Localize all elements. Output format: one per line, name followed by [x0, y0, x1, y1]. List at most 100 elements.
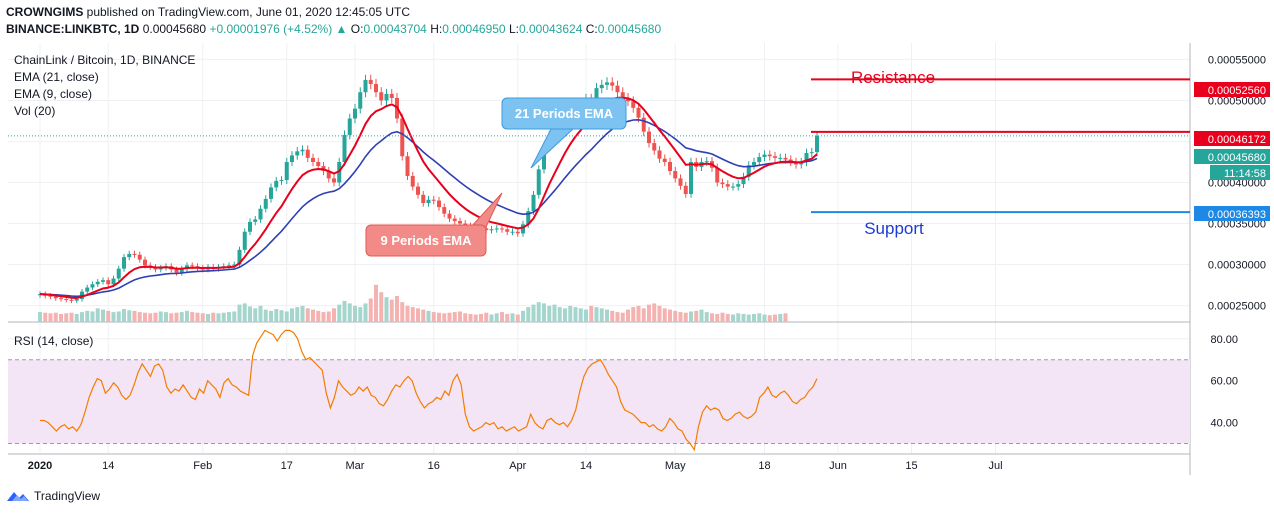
resistance-near-tag [1194, 131, 1270, 146]
volume-bars [38, 284, 788, 322]
volume-bar [216, 313, 221, 322]
candle-body [521, 224, 525, 234]
volume-bar [242, 303, 247, 322]
volume-bar [59, 313, 63, 322]
candle-body [657, 150, 662, 159]
volume-bar [500, 312, 504, 322]
price-change: +0.00001976 (+4.52%) [209, 22, 333, 36]
candle-body [526, 211, 531, 225]
time-tick-label: 17 [281, 460, 293, 472]
volume-bar [379, 292, 384, 322]
volume-bar [389, 299, 394, 322]
volume-bar [557, 307, 562, 322]
low-value: 0.00043624 [518, 22, 583, 36]
volume-bar [778, 313, 783, 322]
price-tick-label: 0.00025000 [1208, 301, 1266, 313]
volume-bar [521, 310, 525, 322]
volume-bar [463, 313, 468, 322]
volume-bar [736, 313, 741, 322]
rsi-line [40, 329, 818, 452]
high-label: H: [430, 22, 443, 36]
volume-bar [626, 309, 630, 322]
candle-body [69, 299, 74, 301]
volume-bar [437, 312, 441, 322]
candle-body [137, 254, 142, 260]
countdown-tag [1210, 165, 1270, 180]
legend-ema21: EMA (21, close) [14, 70, 99, 84]
volume-bar [395, 295, 399, 322]
candle-body [305, 149, 310, 158]
candle-body [232, 264, 237, 266]
candle-body [599, 84, 604, 89]
candle-body [752, 161, 756, 166]
volume-bar [652, 303, 657, 322]
candle-body [101, 280, 105, 282]
candle-body [400, 118, 405, 157]
candle-body [368, 79, 373, 85]
candle-body [363, 79, 368, 93]
volume-bar [190, 312, 195, 322]
open-value: 0.00043704 [363, 22, 427, 36]
candle-body [494, 228, 499, 230]
volume-bar [731, 314, 735, 322]
published-text: published on TradingView.com, June 01, 2… [83, 5, 410, 19]
chart-area[interactable]: 0.000550000.000500000.000450000.00040000… [8, 43, 1272, 482]
volume-bar [631, 307, 636, 322]
volume-bar [757, 313, 762, 322]
price-tick-label: 0.00055000 [1208, 54, 1266, 66]
candle-body [59, 298, 63, 300]
candle-body [809, 152, 814, 154]
candle-body [510, 231, 515, 233]
candle-body [300, 149, 305, 152]
candle-body [311, 157, 315, 162]
candle-body [284, 161, 289, 181]
candle-body [647, 131, 651, 144]
volume-bar [211, 312, 216, 322]
volume-bar [174, 312, 179, 322]
candle-body [783, 157, 788, 160]
volume-bar [536, 302, 541, 322]
rsi-legend: RSI (14, close) [14, 334, 93, 348]
time-tick-label: Apr [509, 460, 526, 472]
resistance-top-value: 0.00052560 [1208, 85, 1266, 97]
volume-bar [48, 313, 53, 322]
volume-bar [636, 305, 641, 322]
volume-bar [80, 312, 84, 322]
candle-body [279, 180, 284, 182]
publish-line: CROWNGIMS published on TradingView.com, … [6, 5, 410, 19]
candle-body [804, 152, 809, 162]
time-tick-label: Jul [988, 460, 1002, 472]
candle-body [720, 182, 725, 185]
volume-bar [542, 303, 546, 322]
rsi-line-group [40, 329, 818, 452]
candle-body [641, 117, 646, 132]
volume-bar [410, 307, 415, 322]
candle-body [116, 268, 121, 279]
candle-body [636, 107, 641, 118]
volume-bar [43, 312, 48, 322]
volume-bar [221, 312, 226, 322]
candle-body [174, 269, 179, 273]
volume-bar [74, 313, 79, 322]
volume-bar [767, 315, 772, 322]
time-tick-label: 15 [905, 460, 917, 472]
candle-body [248, 221, 252, 232]
price-chart-svg[interactable]: 0.000550000.000500000.000450000.00040000… [8, 43, 1272, 482]
ema21-line [39, 118, 818, 298]
volume-bar [489, 314, 494, 322]
price-tick-label: 0.00030000 [1208, 260, 1266, 272]
volume-bar [515, 314, 520, 322]
volume-bar [400, 302, 405, 322]
ema21-callout-text: 21 Periods EMA [515, 106, 614, 121]
symbol-line: BINANCE:LINKBTC, 1D 0.00045680 +0.000019… [6, 22, 661, 36]
volume-bar [657, 305, 662, 322]
low-label: L: [508, 22, 519, 36]
tradingview-logo-icon[interactable] [6, 489, 30, 503]
candle-body [127, 253, 132, 258]
tradingview-brand[interactable]: TradingView [34, 489, 101, 503]
candle-body [452, 218, 457, 222]
close-value: 0.00045680 [597, 22, 662, 36]
volume-bar [773, 314, 777, 322]
volume-bar [405, 305, 410, 322]
price-tick-label: 0.00040000 [1208, 178, 1266, 190]
